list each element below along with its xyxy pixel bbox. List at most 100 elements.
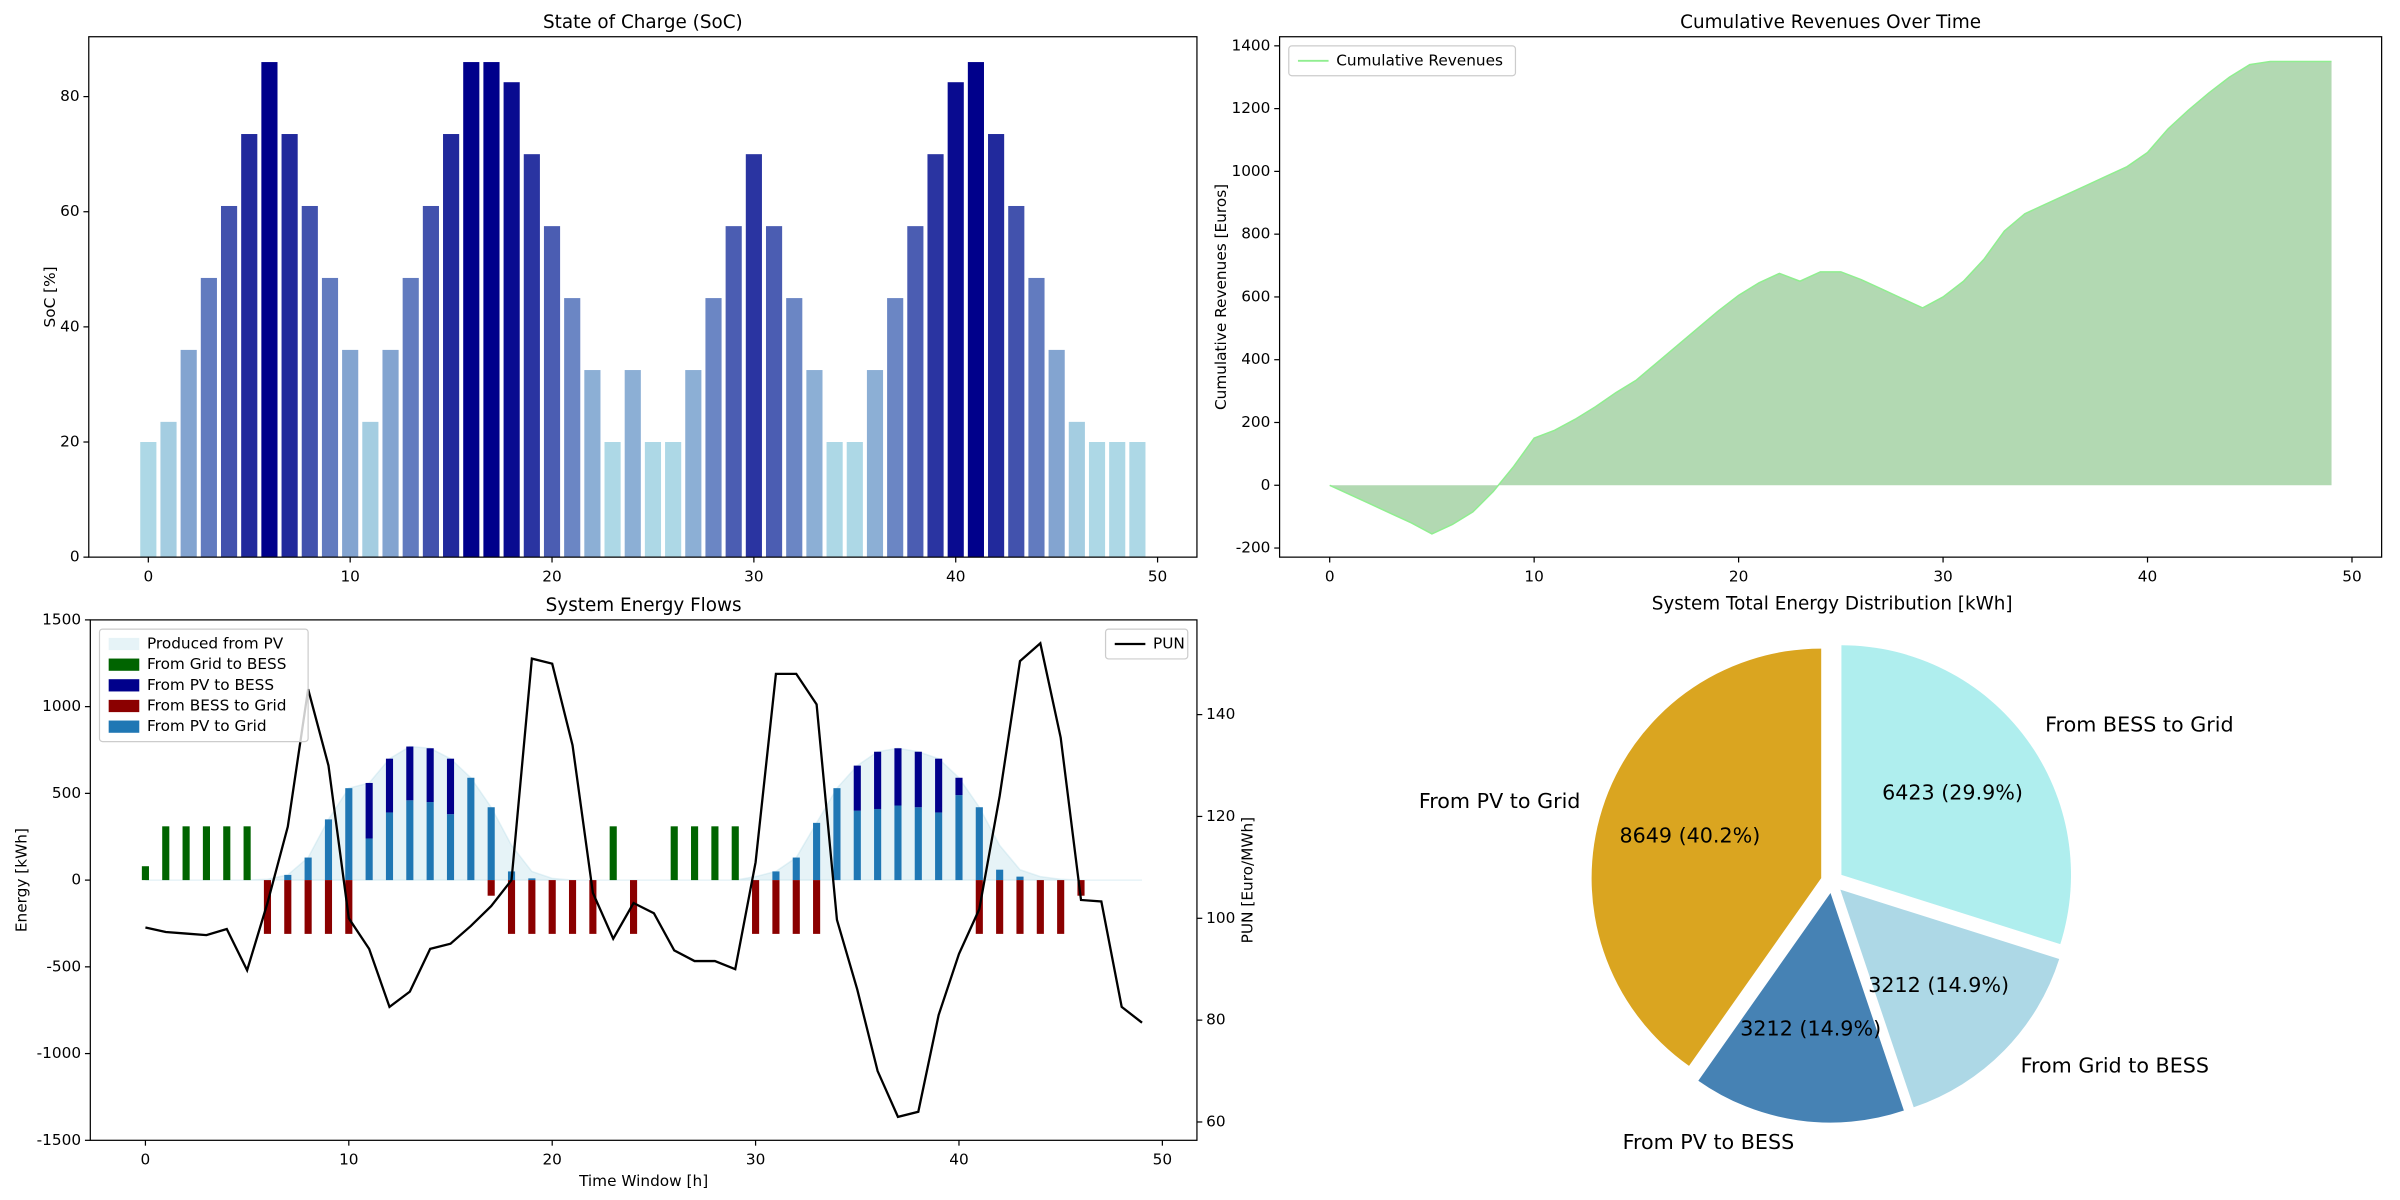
- bar: [507, 880, 516, 934]
- y-tick-label: 1400: [1231, 36, 1270, 54]
- bar: [385, 812, 394, 881]
- bar: [568, 880, 577, 934]
- bar: [263, 880, 272, 934]
- bar: [584, 370, 601, 558]
- x-tick-label: 20: [1729, 568, 1748, 586]
- slice-label: From PV to Grid: [1419, 789, 1581, 813]
- plot-frame: [88, 36, 1198, 558]
- y2-tick-label: 60: [1206, 1112, 1225, 1130]
- bar: [304, 857, 312, 881]
- legend-symbol: [108, 637, 140, 651]
- bar: [345, 788, 353, 881]
- bar: [182, 826, 190, 881]
- bar: [1016, 876, 1024, 881]
- y2-tick-label: 80: [1206, 1011, 1225, 1029]
- bar: [321, 277, 339, 558]
- bar: [935, 758, 943, 813]
- bar: [564, 298, 581, 558]
- legend-box: [1288, 45, 1517, 77]
- legend-label: Produced from PV: [147, 635, 284, 653]
- x-tick-label: 0: [143, 568, 153, 586]
- bar: [402, 277, 419, 558]
- bar: [426, 802, 434, 881]
- slice-value-label: 3212 (14.9%): [1740, 1016, 1881, 1040]
- bar: [406, 746, 414, 801]
- bar: [487, 807, 495, 881]
- bar: [853, 810, 861, 881]
- bar: [483, 62, 500, 558]
- legend-label: From PV to BESS: [147, 676, 274, 694]
- bar: [301, 205, 318, 558]
- pie-slice: [1840, 889, 2060, 1108]
- bar: [629, 880, 638, 934]
- legend-box: [98, 628, 309, 743]
- bar: [711, 826, 719, 881]
- bar: [967, 62, 984, 558]
- bar: [947, 82, 964, 558]
- bar: [996, 880, 1004, 934]
- bar: [874, 751, 882, 809]
- x-tick-label: 40: [949, 1151, 968, 1169]
- legend-symbol: [108, 679, 140, 692]
- legend-box: [1104, 628, 1189, 660]
- bar: [1057, 880, 1065, 934]
- bar: [365, 782, 373, 839]
- y-tick-label: 20: [60, 433, 79, 451]
- x-tick-label: 10: [340, 568, 359, 586]
- chart-title: Cumulative Revenues Over Time: [1680, 12, 1981, 33]
- bar: [955, 795, 963, 881]
- pie-slice: [1591, 648, 1822, 1066]
- bar: [894, 805, 902, 881]
- y-tick-label: 400: [1241, 350, 1270, 368]
- bar: [705, 298, 722, 558]
- bar: [503, 82, 520, 558]
- y-tick-label: 40: [60, 317, 79, 335]
- bar: [894, 748, 902, 806]
- y-tick-label: -1000: [37, 1044, 81, 1062]
- bar: [261, 62, 278, 558]
- x-tick-label: 30: [744, 568, 763, 586]
- slice-value-label: 8649 (40.2%): [1619, 824, 1760, 848]
- bar: [670, 826, 678, 881]
- y-tick-label: 1000: [42, 697, 81, 715]
- slice-value-label: 3212 (14.9%): [1868, 973, 2009, 997]
- bar: [765, 226, 783, 558]
- bar: [223, 826, 231, 881]
- bar: [975, 807, 983, 881]
- bar: [644, 442, 662, 558]
- bar: [548, 880, 556, 934]
- y-tick-label: 0: [71, 871, 81, 889]
- bar: [446, 758, 455, 815]
- y-tick-label: 60: [60, 202, 79, 220]
- bar: [1077, 880, 1085, 896]
- bar: [927, 154, 944, 558]
- bar: [853, 765, 861, 811]
- bar: [202, 826, 210, 881]
- legend-label: From Grid to BESS: [147, 655, 287, 673]
- slice-label: From PV to BESS: [1623, 1130, 1795, 1154]
- bar: [725, 226, 742, 558]
- bar: [1068, 421, 1085, 558]
- bar: [914, 807, 922, 881]
- bar: [243, 826, 251, 881]
- bar: [914, 751, 922, 808]
- chart-title: System Total Energy Distribution [kWh]: [1652, 594, 2013, 615]
- y-tick-label: -1500: [37, 1131, 81, 1149]
- bar: [1048, 349, 1065, 558]
- bar: [772, 880, 780, 934]
- y-tick-label: 1500: [42, 610, 81, 628]
- legend-label: PUN: [1153, 635, 1185, 653]
- bar: [745, 154, 762, 558]
- x-tick-label: 30: [1933, 568, 1952, 586]
- y-tick-label: 0: [1261, 476, 1271, 494]
- bar: [345, 880, 353, 934]
- area-line: [1329, 60, 2332, 535]
- y-tick-label: 800: [1241, 225, 1270, 243]
- bar: [200, 277, 217, 558]
- bar: [826, 442, 843, 558]
- bar: [935, 812, 943, 881]
- bar: [685, 370, 702, 558]
- y-tick-label: -500: [46, 957, 81, 975]
